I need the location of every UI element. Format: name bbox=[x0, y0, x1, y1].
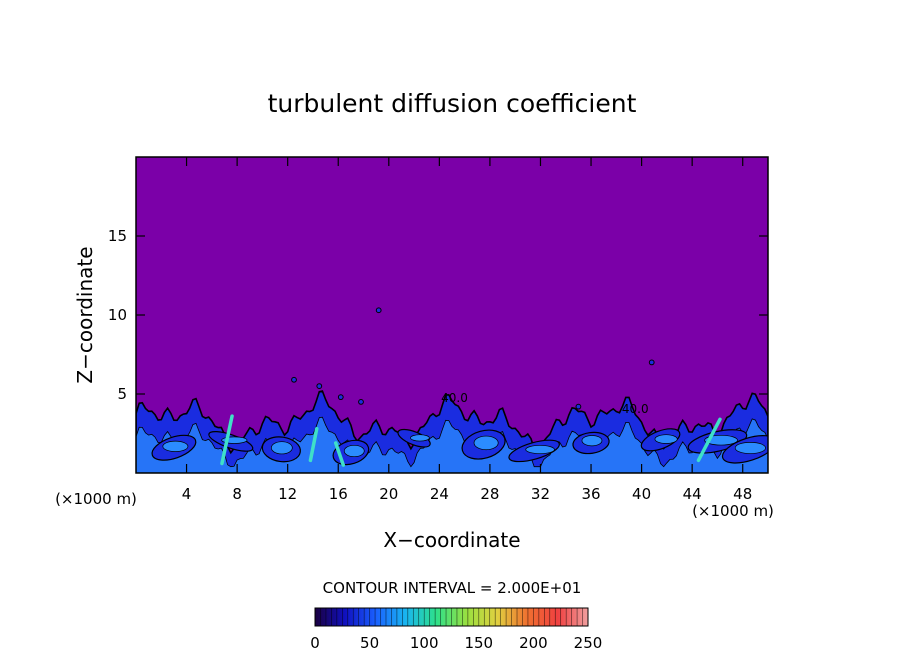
x-tick-label: 40 bbox=[632, 485, 651, 503]
contour-labels: 40.0 40.0 bbox=[441, 391, 648, 416]
x-tick-label: 32 bbox=[531, 485, 550, 503]
y-tick-label: 10 bbox=[108, 306, 127, 324]
y-tick-label: 5 bbox=[117, 385, 127, 403]
y-axis-label: Z−coordinate bbox=[73, 246, 97, 383]
x-axis-label: X−coordinate bbox=[383, 528, 520, 552]
chart-title: turbulent diffusion coefficient bbox=[268, 89, 637, 118]
x-tick-label: 36 bbox=[581, 485, 600, 503]
eddy-core-6 bbox=[525, 445, 555, 455]
high-streak-2 bbox=[333, 441, 346, 467]
eddy-core-8 bbox=[654, 434, 678, 444]
x-tick-label: 16 bbox=[329, 485, 348, 503]
patch-2 bbox=[291, 376, 297, 383]
high-streak-0 bbox=[220, 414, 234, 466]
colorbar-ticks: 0 50 100 150 200 250 bbox=[310, 634, 602, 652]
x-tick-label: 24 bbox=[430, 485, 449, 503]
x-tick-label: 20 bbox=[379, 485, 398, 503]
x-tick-label: 44 bbox=[683, 485, 702, 503]
contour-label: 40.0 bbox=[622, 402, 649, 416]
x-tick-label: 28 bbox=[480, 485, 499, 503]
colorbar-tick-label: 200 bbox=[519, 634, 548, 652]
high-streak-3 bbox=[696, 417, 722, 463]
eddy-core-7 bbox=[581, 435, 603, 447]
contour-interval-label: CONTOUR INTERVAL = 2.000E+01 bbox=[323, 579, 582, 597]
x-tick-label: 12 bbox=[278, 485, 297, 503]
x-unit-left: (×1000 m) bbox=[55, 490, 137, 508]
eddy-core-5 bbox=[473, 435, 499, 451]
colorbar-stripes bbox=[320, 608, 583, 626]
eddy-core-4 bbox=[410, 434, 430, 442]
x-tick-label: 8 bbox=[232, 485, 242, 503]
eddy-core-0 bbox=[162, 440, 189, 452]
high-streak-1 bbox=[308, 427, 319, 463]
colorbar-tick-label: 150 bbox=[464, 634, 493, 652]
x-axis: 4 8 12 16 20 24 28 32 36 40 44 48 bbox=[182, 157, 752, 503]
patch-5 bbox=[358, 399, 364, 405]
eddy-core-3 bbox=[343, 444, 365, 458]
y-axis: 5 10 15 bbox=[108, 227, 768, 403]
colorbar-tick-label: 50 bbox=[360, 634, 379, 652]
colorbar-tick-label: 0 bbox=[310, 634, 320, 652]
plot-area: 40.0 40.0 bbox=[135, 156, 769, 474]
patch-6 bbox=[575, 403, 582, 410]
contour-label: 40.0 bbox=[441, 391, 468, 405]
x-unit-right: (×1000 m) bbox=[692, 502, 774, 520]
colorbar: 0 50 100 150 200 250 bbox=[310, 607, 602, 652]
patch-1 bbox=[648, 359, 655, 366]
colorbar-tick-label: 250 bbox=[574, 634, 603, 652]
patch-4 bbox=[337, 394, 344, 401]
eddy-core-10 bbox=[734, 441, 766, 454]
patch-0 bbox=[375, 307, 382, 314]
x-tick-label: 48 bbox=[733, 485, 752, 503]
y-tick-label: 15 bbox=[108, 227, 127, 245]
x-tick-label: 4 bbox=[182, 485, 192, 503]
colorbar-frame bbox=[314, 607, 589, 627]
patch-3 bbox=[316, 383, 323, 390]
eddy-core-9 bbox=[704, 434, 738, 446]
eddy-core-2 bbox=[270, 441, 293, 455]
colorbar-tick-label: 100 bbox=[410, 634, 439, 652]
turbulence-field bbox=[136, 307, 768, 473]
